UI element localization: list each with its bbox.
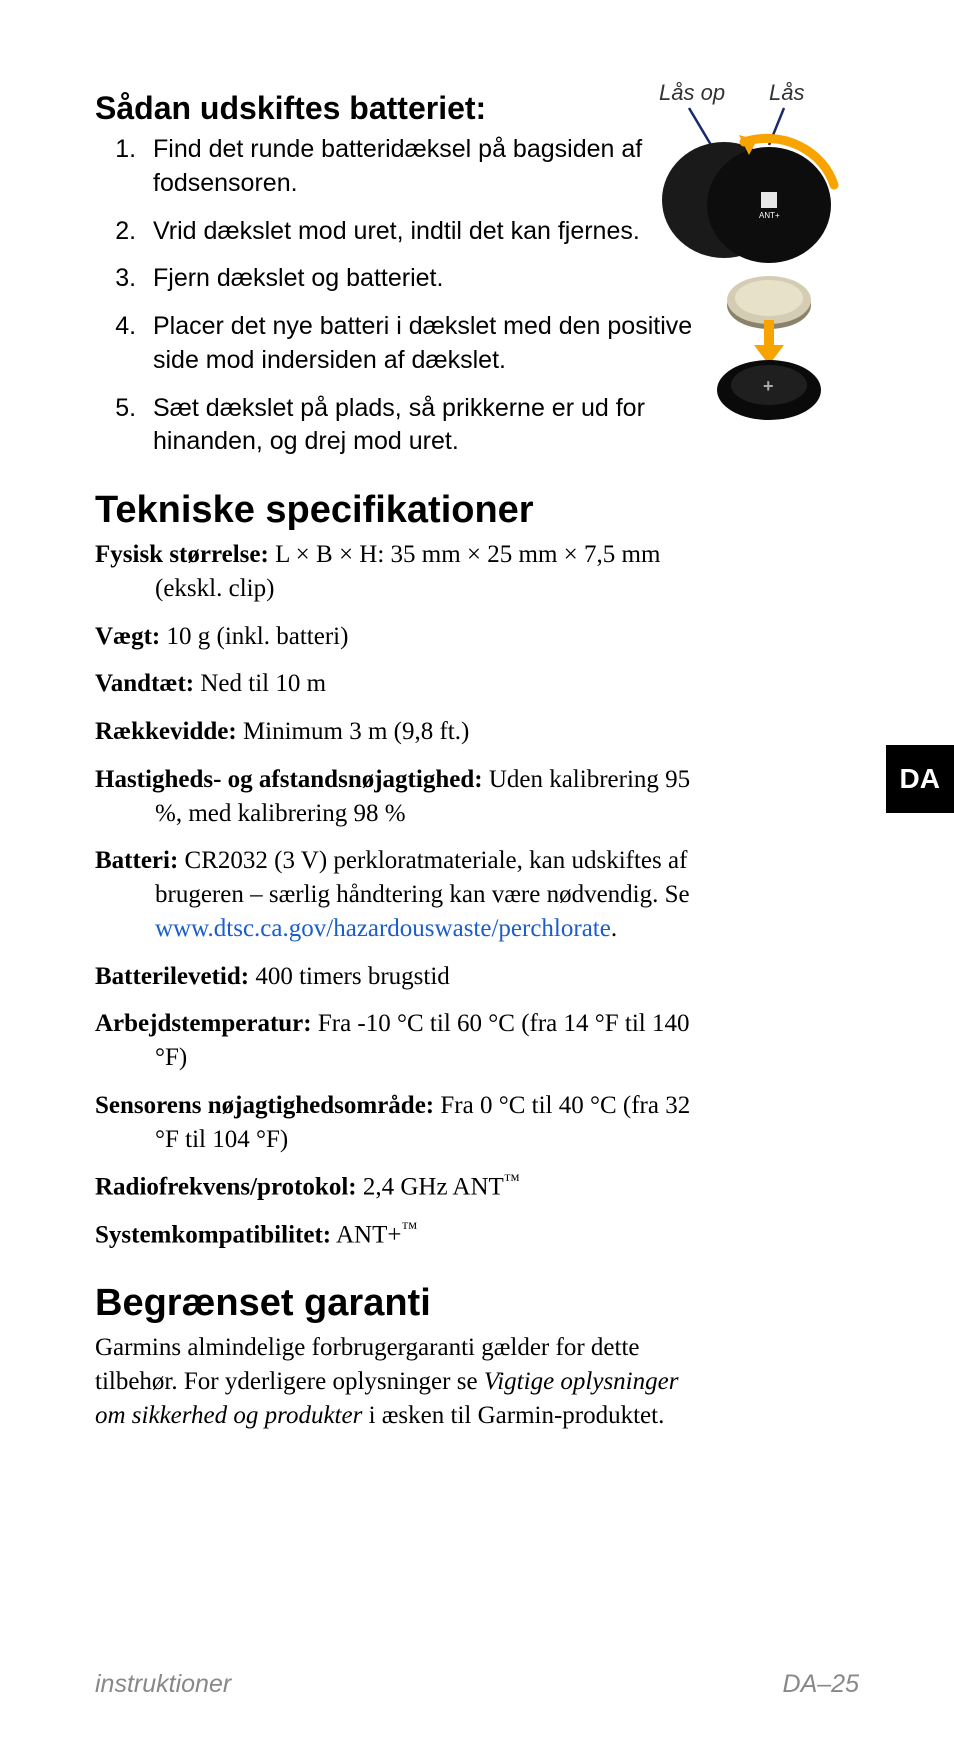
battery-steps: Find det runde batteridæksel på bagsiden… <box>95 133 715 459</box>
perchlorate-link[interactable]: www.dtsc.ca.gov/hazardouswaste/perchlora… <box>155 915 611 942</box>
spec-accuracy: Hastigheds- og afstandsnøjagtighed: Uden… <box>95 763 715 831</box>
footer-left: instruktioner <box>95 1670 231 1699</box>
language-tab: DA <box>886 745 954 813</box>
battery-heading: Sådan udskiftes batteriet: <box>95 90 715 127</box>
warranty-text: Garmins almindelige forbrugergaranti gæl… <box>95 1331 715 1432</box>
step-2: Vrid dækslet mod uret, indtil det kan fj… <box>143 215 715 249</box>
spec-sensor: Sensorens nøjagtighedsområde: Fra 0 °C t… <box>95 1089 715 1157</box>
spec-radio: Radiofrekvens/protokol: 2,4 GHz ANT™ <box>95 1170 715 1204</box>
step-4: Placer det nye batteri i dækslet med den… <box>143 310 715 378</box>
svg-text:ANT+: ANT+ <box>759 211 780 220</box>
unlock-label: Lås op <box>659 80 725 105</box>
specs-list: Fysisk størrelse: L × B × H: 35 mm × 25 … <box>95 538 715 1252</box>
spec-water: Vandtæt: Ned til 10 m <box>95 667 715 701</box>
spec-battery: Batteri: CR2032 (3 V) perkloratmateriale… <box>95 844 715 945</box>
spec-temp: Arbejdstemperatur: Fra -10 °C til 60 °C … <box>95 1007 715 1075</box>
svg-text:+: + <box>763 376 774 396</box>
page-footer: instruktioner DA–25 <box>95 1670 859 1699</box>
spec-range: Rækkevidde: Minimum 3 m (9,8 ft.) <box>95 715 715 749</box>
spec-size: Fysisk størrelse: L × B × H: 35 mm × 25 … <box>95 538 715 606</box>
warranty-heading: Begrænset garanti <box>95 1282 715 1325</box>
specs-heading: Tekniske specifikationer <box>95 489 715 532</box>
step-5: Sæt dækslet på plads, så prikkerne er ud… <box>143 392 715 460</box>
step-1: Find det runde batteridæksel på bagsiden… <box>143 133 715 201</box>
battery-diagram: Lås op Lås ANT+ + <box>639 80 859 430</box>
spec-batterylife: Batterilevetid: 400 timers brugstid <box>95 960 715 994</box>
step-3: Fjern dækslet og batteriet. <box>143 262 715 296</box>
spec-weight: Vægt: 10 g (inkl. batteri) <box>95 620 715 654</box>
spec-compat: Systemkompatibilitet: ANT+™ <box>95 1218 715 1252</box>
footer-right: DA–25 <box>783 1670 859 1699</box>
lock-label: Lås <box>769 80 804 105</box>
